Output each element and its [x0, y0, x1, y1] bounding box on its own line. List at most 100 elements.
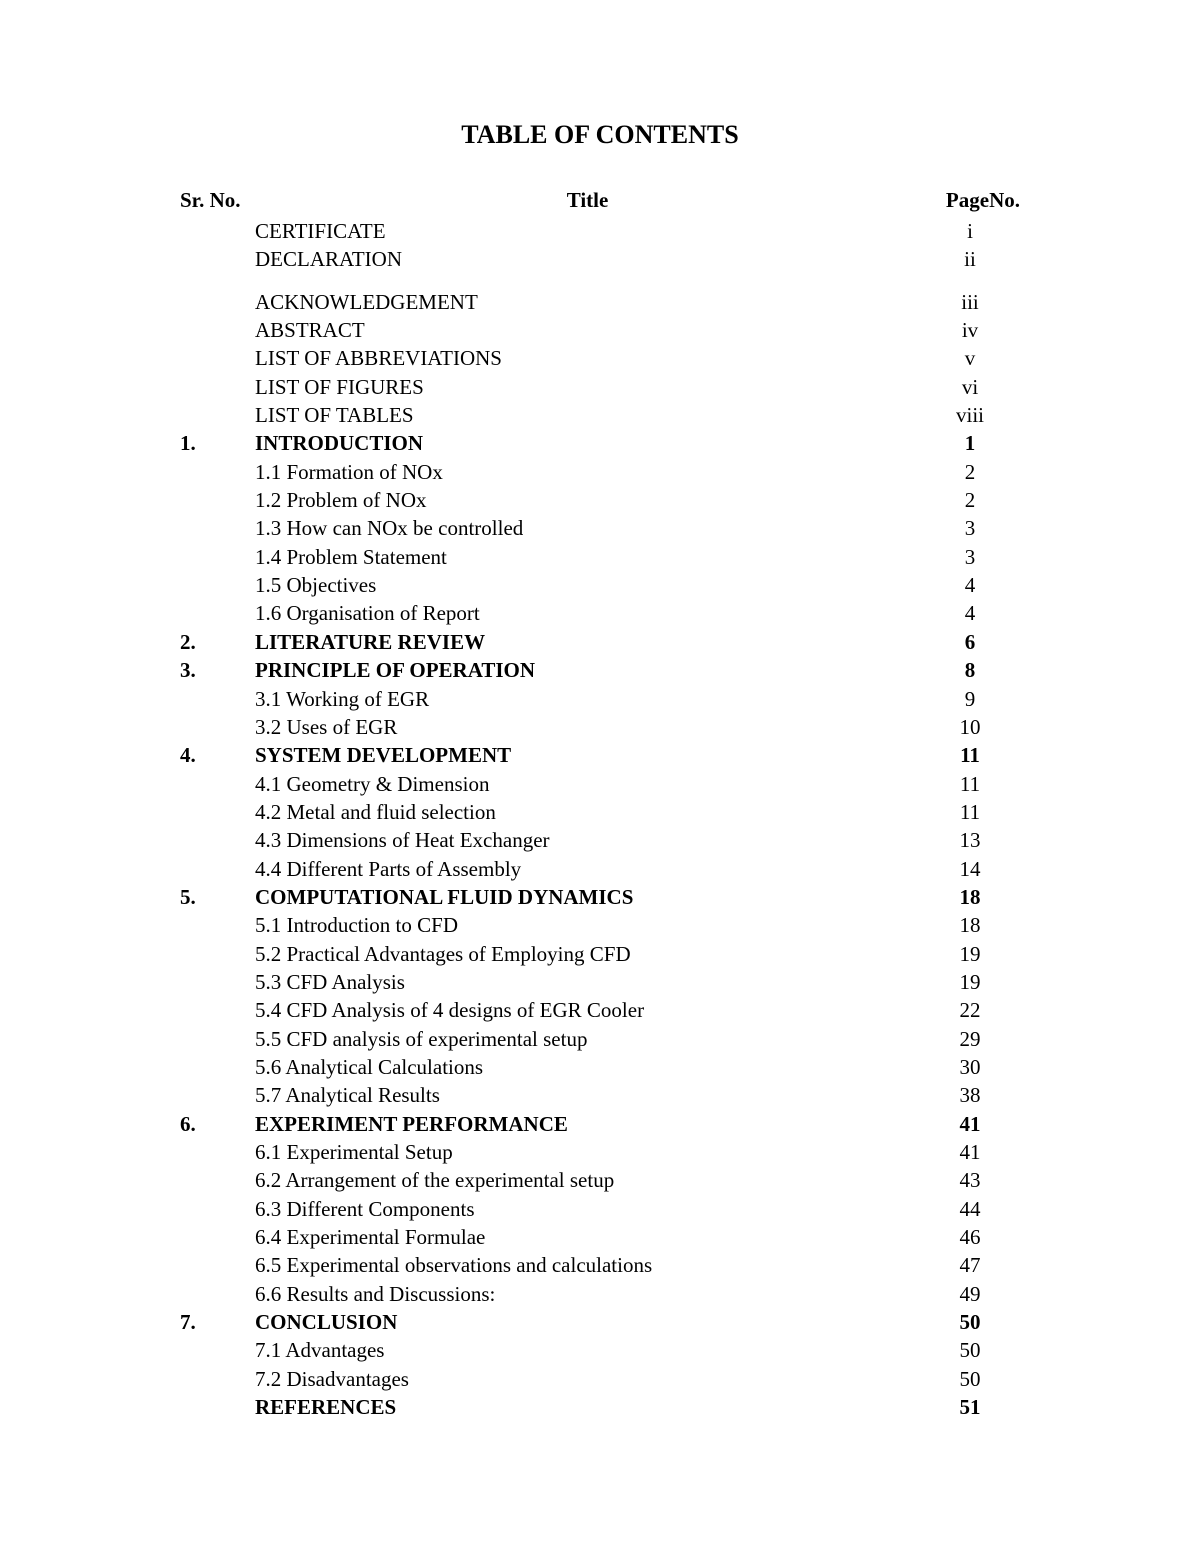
toc-page: 19 — [920, 940, 1020, 968]
toc-row: 6.2 Arrangement of the experimental setu… — [180, 1166, 1020, 1194]
toc-sr — [180, 798, 255, 826]
toc-sr: 1. — [180, 429, 255, 457]
toc-page: vi — [920, 373, 1020, 401]
toc-page: ii — [920, 245, 1020, 273]
toc-row: 3.2 Uses of EGR10 — [180, 713, 1020, 741]
toc-title: 6.5 Experimental observations and calcul… — [255, 1251, 920, 1279]
toc-sr: 6. — [180, 1110, 255, 1138]
toc-page: 50 — [920, 1365, 1020, 1393]
toc-sr: 3. — [180, 656, 255, 684]
toc-page: 51 — [920, 1393, 1020, 1421]
toc-row: 5.7 Analytical Results38 — [180, 1081, 1020, 1109]
toc-row: 5.5 CFD analysis of experimental setup29 — [180, 1025, 1020, 1053]
toc-page: i — [920, 217, 1020, 245]
toc-sr — [180, 996, 255, 1024]
toc-header-row: Sr. No. Title PageNo. — [180, 188, 1020, 213]
toc-sr — [180, 514, 255, 542]
toc-page: 47 — [920, 1251, 1020, 1279]
toc-title: CERTIFICATE — [255, 217, 920, 245]
toc-row: 7.CONCLUSION50 — [180, 1308, 1020, 1336]
toc-row: 4.1 Geometry & Dimension11 — [180, 770, 1020, 798]
toc-sr — [180, 1251, 255, 1279]
toc-title: ACKNOWLEDGEMENT — [255, 288, 920, 316]
toc-sr — [180, 571, 255, 599]
toc-sr — [180, 826, 255, 854]
toc-page: 14 — [920, 855, 1020, 883]
toc-page: viii — [920, 401, 1020, 429]
toc-page: 11 — [920, 741, 1020, 769]
toc-title: 1.4 Problem Statement — [255, 543, 920, 571]
toc-sr — [180, 1053, 255, 1081]
toc-title: 4.3 Dimensions of Heat Exchanger — [255, 826, 920, 854]
toc-sr: 7. — [180, 1308, 255, 1336]
toc-page: v — [920, 344, 1020, 372]
toc-page: 11 — [920, 770, 1020, 798]
toc-row: ABSTRACTiv — [180, 316, 1020, 344]
toc-page: 19 — [920, 968, 1020, 996]
toc-sr — [180, 968, 255, 996]
toc-sr — [180, 1025, 255, 1053]
toc-sr — [180, 245, 255, 273]
toc-row: 6.EXPERIMENT PERFORMANCE41 — [180, 1110, 1020, 1138]
toc-page: 11 — [920, 798, 1020, 826]
toc-row: ACKNOWLEDGEMENTiii — [180, 288, 1020, 316]
toc-page: 3 — [920, 514, 1020, 542]
toc-row: 4.4 Different Parts of Assembly14 — [180, 855, 1020, 883]
toc-title: COMPUTATIONAL FLUID DYNAMICS — [255, 883, 920, 911]
toc-row: 6.3 Different Components44 — [180, 1195, 1020, 1223]
toc-row: 2.LITERATURE REVIEW6 — [180, 628, 1020, 656]
toc-sr — [180, 344, 255, 372]
toc-sr — [180, 316, 255, 344]
toc-row: 1.6 Organisation of Report4 — [180, 599, 1020, 627]
toc-page: 13 — [920, 826, 1020, 854]
toc-row: 5.3 CFD Analysis19 — [180, 968, 1020, 996]
toc-title: 5.5 CFD analysis of experimental setup — [255, 1025, 920, 1053]
toc-sr — [180, 1280, 255, 1308]
toc-row: 5.6 Analytical Calculations30 — [180, 1053, 1020, 1081]
toc-page: 3 — [920, 543, 1020, 571]
toc-row: 7.1 Advantages50 — [180, 1336, 1020, 1364]
toc-page: 44 — [920, 1195, 1020, 1223]
toc-title: 4.2 Metal and fluid selection — [255, 798, 920, 826]
toc-title: 1.2 Problem of NOx — [255, 486, 920, 514]
toc-title: 3.2 Uses of EGR — [255, 713, 920, 741]
toc-title: DECLARATION — [255, 245, 920, 273]
toc-page: 6 — [920, 628, 1020, 656]
toc-title: EXPERIMENT PERFORMANCE — [255, 1110, 920, 1138]
toc-title: 6.1 Experimental Setup — [255, 1138, 920, 1166]
toc-sr — [180, 486, 255, 514]
toc-row: 4.3 Dimensions of Heat Exchanger13 — [180, 826, 1020, 854]
toc-title: 1.3 How can NOx be controlled — [255, 514, 920, 542]
toc-page: 22 — [920, 996, 1020, 1024]
toc-title: INTRODUCTION — [255, 429, 920, 457]
toc-title: SYSTEM DEVELOPMENT — [255, 741, 920, 769]
toc-row: CERTIFICATEi — [180, 217, 1020, 245]
toc-page: 41 — [920, 1138, 1020, 1166]
toc-title: 1.5 Objectives — [255, 571, 920, 599]
toc-row: LIST OF ABBREVIATIONSv — [180, 344, 1020, 372]
toc-page: 18 — [920, 911, 1020, 939]
toc-row: 1.4 Problem Statement3 — [180, 543, 1020, 571]
toc-title: LIST OF FIGURES — [255, 373, 920, 401]
toc-row: 6.4 Experimental Formulae46 — [180, 1223, 1020, 1251]
toc-row: 4.SYSTEM DEVELOPMENT11 — [180, 741, 1020, 769]
toc-row: 3.1 Working of EGR9 — [180, 685, 1020, 713]
toc-title: REFERENCES — [255, 1393, 920, 1421]
toc-row: 4.2 Metal and fluid selection11 — [180, 798, 1020, 826]
toc-row: 1.5 Objectives4 — [180, 571, 1020, 599]
toc-page: 29 — [920, 1025, 1020, 1053]
toc-page: iv — [920, 316, 1020, 344]
header-page: PageNo. — [920, 188, 1020, 213]
toc-title: 1.6 Organisation of Report — [255, 599, 920, 627]
toc-page: 4 — [920, 571, 1020, 599]
toc-row: 5.1 Introduction to CFD18 — [180, 911, 1020, 939]
toc-row: LIST OF FIGURESvi — [180, 373, 1020, 401]
toc-page: 1 — [920, 429, 1020, 457]
toc-title: 7.2 Disadvantages — [255, 1365, 920, 1393]
toc-page: 2 — [920, 458, 1020, 486]
toc-title: 5.1 Introduction to CFD — [255, 911, 920, 939]
toc-page: 4 — [920, 599, 1020, 627]
toc-title: 4.1 Geometry & Dimension — [255, 770, 920, 798]
toc-title: 6.4 Experimental Formulae — [255, 1223, 920, 1251]
toc-title: 6.3 Different Components — [255, 1195, 920, 1223]
